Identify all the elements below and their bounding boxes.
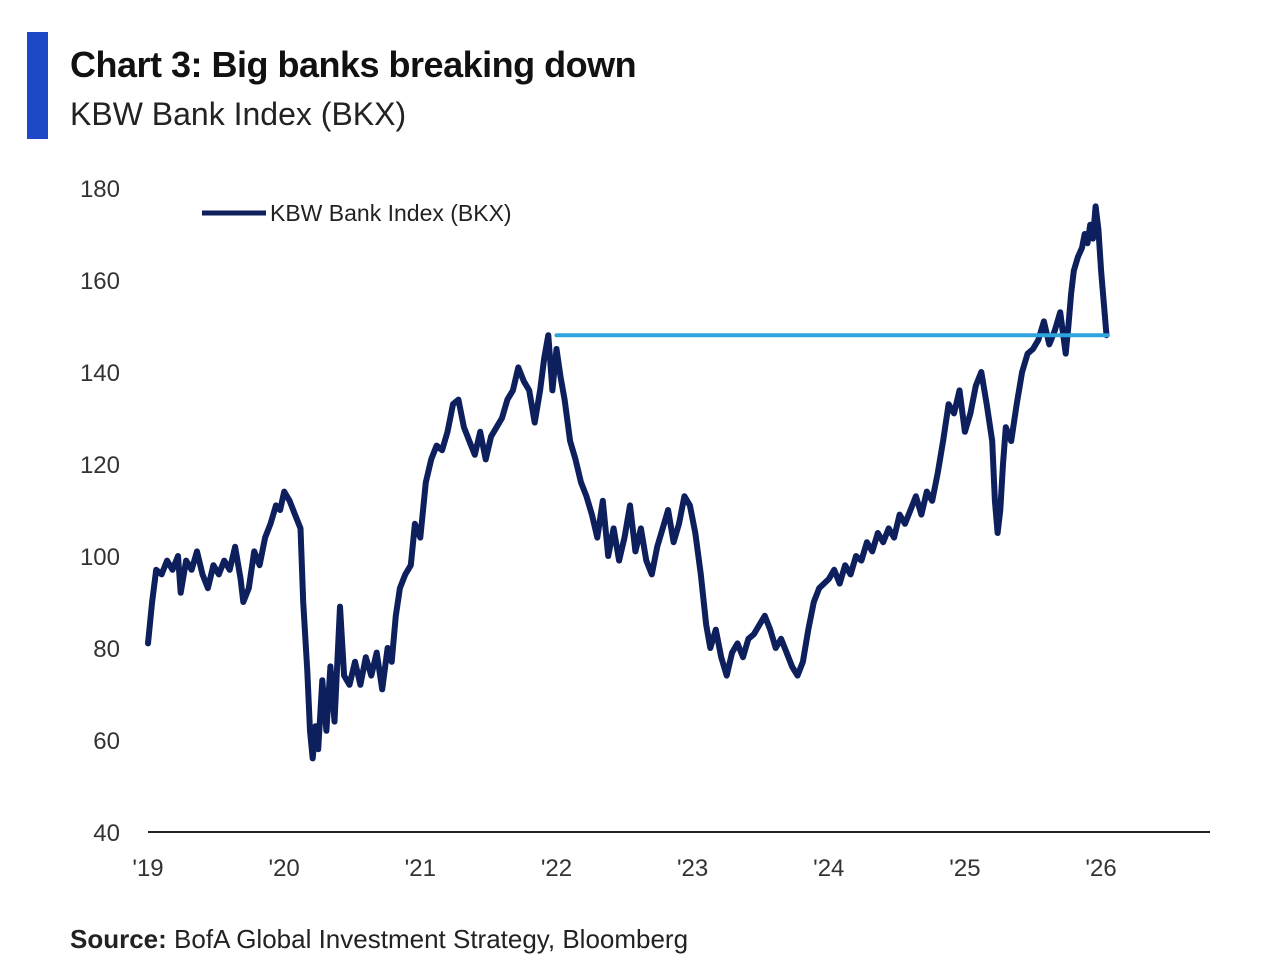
x-tick-label: '24: [813, 855, 844, 882]
source-text: BofA Global Investment Strategy, Bloombe…: [174, 924, 689, 954]
y-tick-label: 80: [93, 636, 120, 663]
x-tick-label: '26: [1085, 855, 1116, 882]
x-tick-label: '25: [949, 855, 980, 882]
y-tick-label: 40: [93, 820, 120, 847]
legend: KBW Bank Index (BKX): [202, 200, 512, 226]
legend-label-bkx: KBW Bank Index (BKX): [270, 200, 512, 226]
y-axis-ticks: 40 60 80 100 120 140 160 180: [80, 176, 120, 847]
x-tick-label: '21: [405, 855, 436, 882]
y-tick-label: 120: [80, 452, 120, 479]
y-tick-label: 100: [80, 544, 120, 571]
y-tick-label: 140: [80, 360, 120, 387]
series-line-bkx: [145, 203, 1110, 762]
x-tick-label: '22: [541, 855, 572, 882]
source-note: Source: BofA Global Investment Strategy,…: [70, 924, 688, 955]
x-tick-label: '23: [677, 855, 708, 882]
series-group: [145, 203, 1110, 762]
chart-subtitle: KBW Bank Index (BKX): [70, 96, 407, 132]
y-tick-label: 60: [93, 728, 120, 755]
y-tick-label: 180: [80, 176, 120, 203]
x-axis-ticks: '19 '20 '21 '22 '23 '24 '25 '26: [132, 855, 1116, 882]
chart-title: Chart 3: Big banks breaking down: [70, 44, 637, 85]
accent-bar: [27, 32, 48, 139]
x-tick-label: '19: [132, 855, 163, 882]
x-tick-label: '20: [269, 855, 300, 882]
source-label: Source:: [70, 924, 167, 954]
y-tick-label: 160: [80, 268, 120, 295]
